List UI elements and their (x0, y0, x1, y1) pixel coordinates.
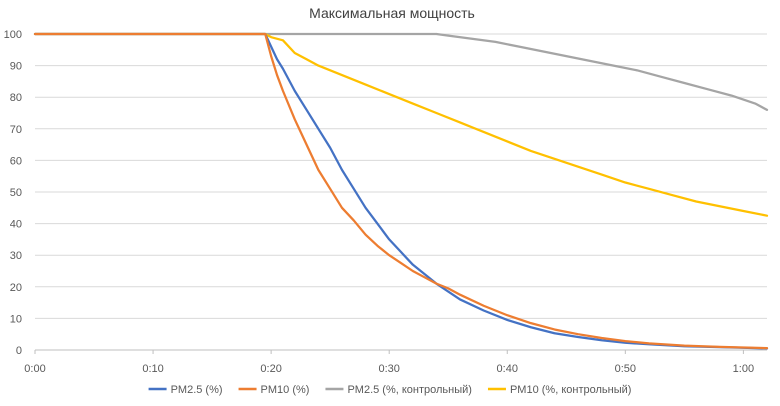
legend-label: PM2.5 (%) (171, 384, 223, 396)
legend-label: PM10 (%, контрольный) (510, 384, 631, 396)
x-tick-label: 0:40 (497, 363, 518, 375)
axis-layer: 0 10 20 30 40 50 60 70 80 90 100 0:00 0:10 0:20 0:30 0:… (4, 29, 767, 375)
series-line-0 (33, 32, 769, 350)
x-tick-label: 0:50 (615, 363, 636, 375)
x-tick-label: 1:00 (733, 363, 754, 375)
x-tick-label: 0:20 (260, 363, 281, 375)
chart-title: Максимальная мощность (309, 5, 475, 21)
y-tick-label: 0 (16, 345, 22, 357)
legend-item: PM10 (%, контрольный) (487, 384, 631, 396)
y-tick-label: 90 (10, 61, 22, 73)
y-tick-label: 20 (10, 282, 22, 294)
y-tick-label: 60 (10, 155, 22, 167)
legend-item: PM10 (%) (238, 384, 310, 396)
y-tick-label: 40 (10, 219, 22, 231)
legend: PM2.5 (%) PM10 (%) PM2.5 (%, контрольный) P… (148, 384, 631, 396)
series-line-2 (33, 32, 769, 111)
legend-item: PM2.5 (%, контрольный) (325, 384, 472, 396)
y-tick-label: 10 (10, 313, 22, 325)
x-tick-label: 0:10 (142, 363, 163, 375)
x-tick-label: 0:00 (24, 363, 45, 375)
y-tick-label: 50 (10, 187, 22, 199)
y-tick-label: 100 (4, 29, 22, 41)
y-tick-label: 80 (10, 92, 22, 104)
series-layer (33, 32, 769, 350)
legend-label: PM10 (%) (261, 384, 310, 396)
y-tick-label: 70 (10, 124, 22, 136)
y-tick-label: 30 (10, 250, 22, 262)
series-line-1 (33, 32, 769, 350)
legend-item: PM2.5 (%) (148, 384, 223, 396)
legend-label: PM2.5 (%, контрольный) (347, 384, 472, 396)
series-line-3 (33, 32, 769, 217)
x-tick-label: 0:30 (378, 363, 399, 375)
